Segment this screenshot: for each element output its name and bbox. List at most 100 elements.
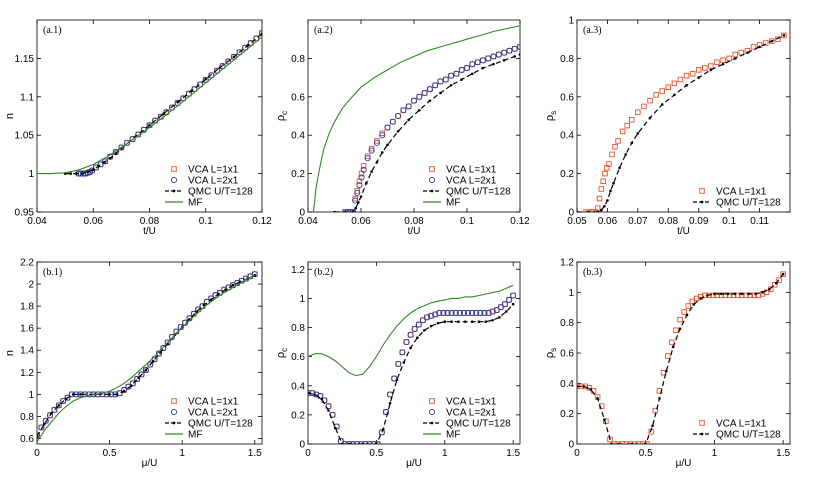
x-tick-label: 1.5 — [248, 448, 262, 459]
data-point — [669, 339, 675, 346]
y-axis-label: n — [4, 113, 16, 119]
panel-b-2: 0 0.5 1 1.5 0 0.2 0.4 0.6 0.8 1 1.2 μ/U ρc (b.2) VCA L… — [275, 261, 521, 469]
legend-label: VCA L=1x1 — [188, 165, 239, 176]
data-point — [217, 292, 220, 296]
y-tick-label: 0.6 — [560, 349, 574, 360]
data-point — [746, 51, 749, 54]
y-axis-label: n — [4, 350, 16, 356]
data-point — [611, 441, 617, 444]
legend-marker — [172, 189, 176, 193]
data-point — [129, 380, 136, 387]
data-point — [391, 375, 398, 382]
x-tick-label: 0.04 — [27, 216, 47, 227]
x-tick-label: 0.08 — [140, 216, 160, 227]
data-point — [513, 55, 516, 58]
series-qmc-u-t-128 — [577, 34, 786, 212]
data-point — [768, 288, 771, 291]
data-point — [118, 144, 125, 151]
series-mf — [37, 36, 262, 175]
data-point — [481, 66, 485, 70]
data-point — [463, 320, 467, 323]
data-point — [456, 309, 463, 317]
data-point — [350, 208, 357, 212]
data-point — [511, 302, 515, 306]
data-point — [334, 426, 337, 430]
x-tick-label: 0.04 — [298, 216, 318, 227]
data-point — [606, 161, 612, 167]
x-tick-label: 0.08 — [659, 216, 679, 227]
data-point — [352, 197, 359, 204]
data-point — [681, 309, 687, 315]
data-point — [501, 49, 508, 56]
series-mf — [308, 284, 514, 377]
plot-area — [312, 25, 520, 212]
data-point — [644, 442, 648, 444]
x-axis-label: μ/U — [406, 458, 422, 469]
data-point — [722, 292, 729, 299]
data-point — [498, 316, 501, 319]
panel-tag: (a.2) — [314, 25, 333, 36]
x-tick-label: 0.1 — [199, 216, 213, 227]
y-tick-label: 1 — [568, 16, 574, 27]
data-point — [491, 318, 494, 322]
data-point — [600, 208, 603, 212]
panel-a-2: 0.04 0.06 0.08 0.1 0.12 0 0.2 0.4 0.6 0.8 t/U ρc (a.… — [275, 19, 530, 237]
data-point — [231, 283, 235, 287]
data-point — [422, 329, 426, 332]
data-point — [380, 151, 384, 154]
data-point — [677, 76, 684, 83]
data-point — [671, 80, 678, 87]
data-point — [582, 385, 586, 388]
data-point — [641, 103, 647, 110]
x-tick-label: 0 — [305, 448, 311, 459]
data-point — [458, 66, 465, 73]
data-point — [660, 369, 667, 376]
data-point — [155, 350, 162, 357]
x-axis-label: t/U — [408, 226, 421, 237]
data-point — [407, 118, 411, 122]
data-point — [164, 339, 171, 346]
data-point — [776, 277, 782, 283]
data-point — [407, 331, 414, 338]
legend-label: VCA L=1x1 — [188, 397, 239, 408]
panel-tag: (b.1) — [43, 267, 62, 278]
data-point — [492, 62, 495, 66]
data-point — [619, 128, 626, 135]
data-point — [635, 109, 641, 115]
series-line — [37, 274, 255, 443]
y-tick-label: 1.15 — [15, 54, 35, 65]
data-point — [365, 181, 368, 185]
y-tick-label: 0.2 — [291, 169, 305, 180]
data-point — [506, 296, 513, 303]
y-axis-label: ρs — [544, 111, 558, 121]
data-point — [699, 297, 702, 300]
legend-marker — [171, 398, 177, 404]
data-point — [409, 346, 412, 350]
legend-marker — [700, 200, 704, 204]
y-tick-label: 0.8 — [560, 54, 574, 65]
data-point — [130, 384, 133, 387]
data-point — [606, 199, 609, 202]
plot-area — [37, 271, 258, 443]
data-point — [693, 295, 700, 302]
data-point — [382, 408, 390, 416]
data-point — [612, 143, 618, 150]
x-tick-label: 0 — [34, 448, 40, 459]
data-point — [142, 367, 149, 374]
data-point — [720, 57, 726, 64]
x-tick-label: 0.05 — [567, 216, 587, 227]
data-point — [781, 32, 787, 39]
data-point — [97, 161, 104, 168]
data-point — [631, 441, 638, 444]
data-point — [208, 295, 215, 302]
y-axis-label: ρs — [544, 348, 558, 358]
data-point — [630, 141, 634, 145]
data-point — [419, 317, 426, 324]
data-point — [426, 86, 433, 93]
legend-label: MF — [188, 198, 202, 209]
data-point — [651, 424, 654, 428]
data-point — [473, 309, 480, 317]
data-point — [732, 51, 738, 58]
data-point — [479, 57, 486, 64]
